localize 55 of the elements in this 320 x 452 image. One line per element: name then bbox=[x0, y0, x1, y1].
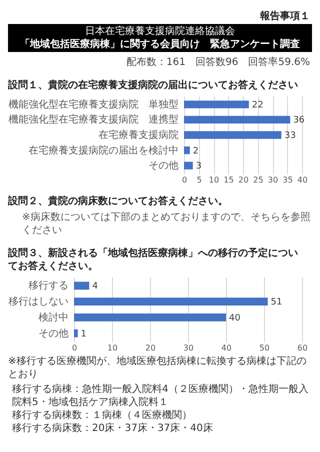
x-tick-label: 35 bbox=[282, 176, 293, 184]
data-label: 4 bbox=[92, 282, 98, 292]
text: 移行する病棟：急性期一般入院料4（２医療機関）・急性期一般入院料5・地域包括ケア病棟入院料１ bbox=[12, 383, 308, 408]
x-tick-label: 0 bbox=[182, 176, 188, 184]
y-tick-label: その他 bbox=[148, 160, 178, 172]
text: 日本在宅療養支援病院連絡協議会 bbox=[85, 25, 235, 37]
x-tick-label: 40 bbox=[221, 344, 232, 352]
data-label: 22 bbox=[252, 100, 264, 110]
x-tick-label: 60 bbox=[297, 344, 308, 352]
y-tick-label: 在宅療養支援病院 bbox=[98, 129, 178, 141]
text: ※病床数については下部のまとめておりますので、そちらを参照ください bbox=[22, 211, 310, 236]
y-tick-label: 機能強化型在宅療養支援病院 連携型 bbox=[8, 114, 178, 126]
x-tick-label: 20 bbox=[238, 176, 249, 184]
x-tick-label: 50 bbox=[259, 344, 270, 352]
bar bbox=[184, 146, 190, 154]
bar bbox=[74, 329, 78, 338]
data-label: 33 bbox=[284, 131, 296, 141]
y-tick-label: 移行はしない bbox=[8, 296, 68, 308]
x-tick-label: 15 bbox=[224, 176, 234, 184]
text: 配布数：161 回答数96 回答率59.6% bbox=[126, 56, 310, 68]
bar bbox=[184, 162, 193, 170]
x-tick-label: 10 bbox=[208, 176, 220, 184]
data-label: 51 bbox=[270, 298, 282, 308]
text: 移行する病床数：20床・37床・37床・40床 bbox=[12, 422, 213, 434]
bar bbox=[184, 131, 282, 139]
x-tick-label: 0 bbox=[72, 344, 78, 352]
y-tick-label: 在宅療養支援病院の届出を検討中 bbox=[28, 144, 178, 156]
text: 報告事項１ bbox=[259, 10, 310, 22]
x-tick-label: 40 bbox=[297, 176, 308, 184]
bar bbox=[184, 100, 249, 108]
chart-title: 設問３、新設される「地域包括医療病棟」への移行の予定についてお答えください。 bbox=[7, 247, 298, 272]
data-label: 2 bbox=[192, 146, 199, 156]
x-tick-label: 30 bbox=[268, 176, 278, 184]
chart-title: 設問１、貴院の在宅療養支援病院の届出についてお答えください bbox=[7, 79, 298, 91]
y-tick-label: 検討中 bbox=[38, 311, 68, 324]
data-label: 36 bbox=[293, 116, 305, 126]
x-tick-label: 10 bbox=[107, 344, 118, 352]
x-tick-label: 5 bbox=[196, 176, 202, 184]
y-tick-label: その他 bbox=[38, 327, 68, 340]
data-label: 40 bbox=[229, 313, 241, 324]
text: 移行する病棟数：１病棟（４医療機関） bbox=[12, 409, 192, 421]
y-tick-label: 機能強化型在宅療養支援病院 単独型 bbox=[8, 98, 178, 110]
bar bbox=[74, 282, 90, 290]
bar bbox=[184, 116, 290, 124]
x-tick-label: 25 bbox=[253, 176, 264, 184]
y-tick-label: 移行する bbox=[28, 280, 68, 292]
data-label: 1 bbox=[80, 329, 87, 340]
text: 設問２、貴院の病床数についてお答えください。 bbox=[7, 195, 228, 207]
bar bbox=[74, 298, 268, 306]
x-tick-label: 30 bbox=[183, 344, 194, 352]
bar bbox=[74, 313, 226, 322]
text: 「地域包括医療病棟」に関する会員向け 緊急アンケート調査 bbox=[20, 38, 300, 50]
data-label: 3 bbox=[196, 162, 202, 172]
x-tick-label: 20 bbox=[145, 344, 156, 352]
text: ※移行する医療機関が、地域医療包括病棟に転換する病棟は下記のとおり bbox=[8, 355, 306, 380]
